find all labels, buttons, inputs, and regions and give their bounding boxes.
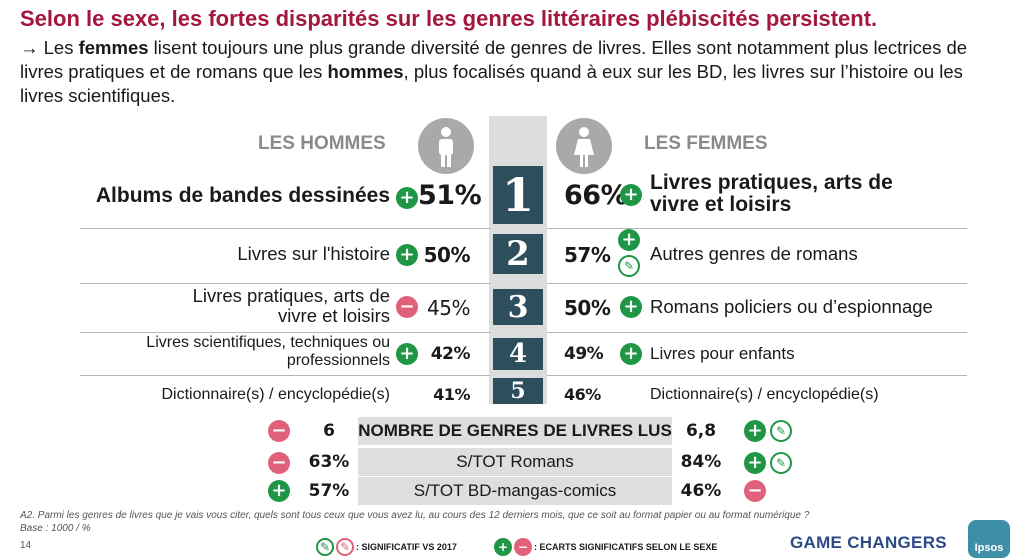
row-divider — [80, 283, 490, 284]
rank-3: 3 — [493, 289, 543, 325]
women-pct-5: 46% — [564, 385, 601, 404]
plus-icon: + — [396, 244, 418, 266]
women-bd-total: 46% — [672, 477, 730, 505]
pencil-red-icon: ✎ — [336, 538, 354, 556]
plus-icon: + — [396, 187, 418, 209]
minus-icon: − — [744, 480, 766, 502]
minus-icon: − — [268, 452, 290, 474]
page-number: 14 — [20, 540, 32, 551]
men-genre-3: Livres pratiques, arts de vivre et loisi… — [192, 285, 390, 326]
men-genre-2: Livres sur l'histoire — [237, 243, 390, 264]
male-person-icon — [418, 118, 474, 174]
plus-icon: + — [620, 296, 642, 318]
men-pct-4: 42% — [430, 344, 471, 364]
summary-row-bd: 57% S/TOT BD-mangas-comics 46% — [300, 477, 730, 505]
intro-text: → Les femmes lisent toujours une plus gr… — [20, 37, 968, 106]
female-person-icon — [556, 118, 612, 174]
rank-4: 4 — [493, 338, 543, 370]
summary-row-romans: 63% S/TOT Romans 84% — [300, 448, 730, 476]
plus-icon: + — [620, 184, 642, 206]
rank-5: 5 — [493, 378, 543, 404]
men-romans-total: 63% — [300, 448, 358, 476]
row-divider — [80, 332, 490, 333]
minus-icon: − — [396, 296, 418, 318]
row-divider — [80, 228, 490, 229]
brand-tagline: GAME CHANGERS — [790, 533, 947, 552]
plus-icon: + — [494, 538, 512, 556]
women-pct-1: 66% — [564, 180, 628, 211]
women-genre-2: Autres genres de romans — [650, 243, 858, 264]
legend-sexe: + − : ECARTS SIGNIFICATIFS SELON LE SEXE — [494, 538, 717, 556]
plus-icon: + — [744, 420, 766, 442]
men-genre-5: Dictionnaire(s) / encyclopédie(s) — [161, 386, 390, 403]
row-divider — [547, 332, 967, 333]
women-pct-3: 50% — [564, 296, 611, 320]
women-genre-1: Livres pratiques, arts de vivre et loisi… — [650, 171, 893, 216]
row-divider — [547, 375, 967, 376]
women-pct-4: 49% — [564, 344, 604, 364]
plus-icon: + — [268, 480, 290, 502]
women-romans-total: 84% — [672, 448, 730, 476]
pencil-icon: ✎ — [618, 255, 640, 277]
pencil-icon: ✎ — [316, 538, 334, 556]
men-pct-1: 51% — [418, 180, 482, 211]
plus-icon: + — [620, 343, 642, 365]
summary-label: NOMBRE DE GENRES DE LIVRES LUS — [358, 417, 672, 445]
row-divider — [547, 228, 967, 229]
women-genre-3: Romans policiers ou d’espionnage — [650, 296, 933, 317]
row-divider — [80, 375, 490, 376]
plus-icon: + — [396, 343, 418, 365]
men-genre-1: Albums de bandes dessinées — [95, 184, 390, 207]
women-genre-5: Dictionnaire(s) / encyclopédie(s) — [650, 386, 879, 403]
summary-label: S/TOT Romans — [358, 448, 672, 476]
men-pct-3: 45% — [427, 296, 470, 320]
footnote: A2. Parmi les genres de livres que je va… — [20, 510, 810, 534]
women-pct-2: 57% — [564, 243, 611, 267]
men-header: LES HOMMES — [258, 133, 386, 154]
summary-label: S/TOT BD-mangas-comics — [358, 477, 672, 505]
women-genre-4: Livres pour enfants — [650, 344, 795, 363]
plus-icon: + — [618, 229, 640, 251]
men-bd-total: 57% — [300, 477, 358, 505]
rank-1: 1 — [493, 166, 543, 224]
men-pct-5: 41% — [433, 385, 470, 404]
men-pct-2: 50% — [423, 243, 471, 267]
arrow-icon: → — [20, 37, 39, 58]
women-genres-count: 6,8 — [672, 417, 730, 445]
summary-row-genres-count: 6 NOMBRE DE GENRES DE LIVRES LUS 6,8 — [300, 417, 730, 445]
women-header: LES FEMMES — [644, 133, 768, 154]
plus-icon: + — [744, 452, 766, 474]
minus-icon: − — [268, 420, 290, 442]
men-genre-4: Livres scientifiques, techniques ou prof… — [146, 334, 390, 369]
men-genres-count: 6 — [300, 417, 358, 445]
pencil-icon: ✎ — [770, 452, 792, 474]
legend-vs2017: ✎ ✎ : SIGNIFICATIF VS 2017 — [316, 538, 457, 556]
rank-2: 2 — [493, 234, 543, 274]
slide-title: Selon le sexe, les fortes disparités sur… — [20, 6, 878, 31]
ipsos-logo: Ipsos — [968, 520, 1010, 558]
minus-icon: − — [514, 538, 532, 556]
row-divider — [547, 283, 967, 284]
pencil-icon: ✎ — [770, 420, 792, 442]
